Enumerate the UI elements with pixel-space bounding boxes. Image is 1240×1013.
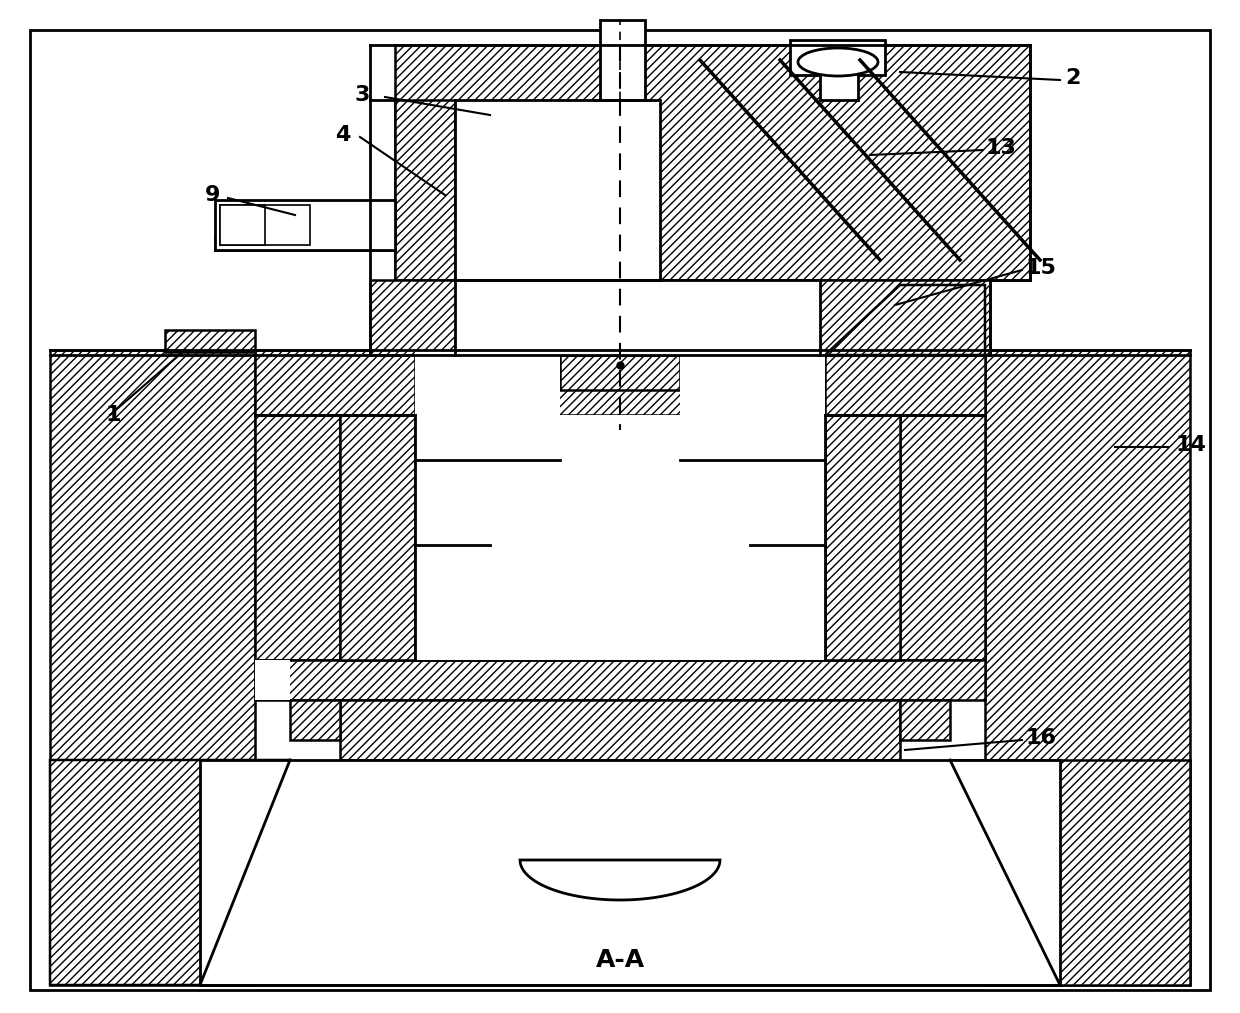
Polygon shape [900,700,950,741]
Text: 14: 14 [1176,435,1205,455]
Polygon shape [50,760,290,985]
Polygon shape [520,860,720,900]
Polygon shape [255,415,340,660]
Polygon shape [825,350,985,415]
Text: 15: 15 [1025,258,1056,278]
Text: A-A: A-A [595,948,645,972]
Bar [790,40,885,75]
Polygon shape [825,415,900,660]
Polygon shape [396,100,455,280]
Bar [820,60,858,100]
Bar [600,20,645,100]
Polygon shape [490,460,750,545]
Polygon shape [455,340,820,355]
Polygon shape [200,760,1060,985]
Polygon shape [370,280,990,355]
Polygon shape [560,350,680,460]
Bar [415,415,825,660]
Bar [215,200,396,250]
Text: 4: 4 [335,125,351,145]
Text: 9: 9 [205,185,221,205]
Polygon shape [165,330,255,352]
Bar [219,205,310,245]
Polygon shape [543,390,701,415]
Polygon shape [50,350,255,985]
Polygon shape [900,415,985,660]
Bar [455,100,660,280]
Text: 1: 1 [105,405,120,425]
Bar [219,205,265,245]
Text: 2: 2 [1065,68,1080,88]
Bar [415,350,560,460]
Polygon shape [215,235,396,250]
Bar [415,460,490,545]
Text: 13: 13 [985,138,1016,158]
Bar [680,350,825,460]
Ellipse shape [799,48,878,76]
Polygon shape [825,285,985,355]
Bar [455,100,660,280]
Polygon shape [396,45,1030,280]
Text: 16: 16 [1025,728,1056,748]
Bar [750,460,825,545]
Polygon shape [340,700,900,760]
Bar [455,280,820,355]
Polygon shape [985,350,1190,985]
Text: 3: 3 [355,85,371,105]
Polygon shape [255,350,415,415]
Polygon shape [290,700,340,741]
Polygon shape [415,545,825,660]
Polygon shape [340,415,415,660]
Polygon shape [950,760,1190,985]
Bar [255,660,290,700]
Polygon shape [255,660,985,700]
